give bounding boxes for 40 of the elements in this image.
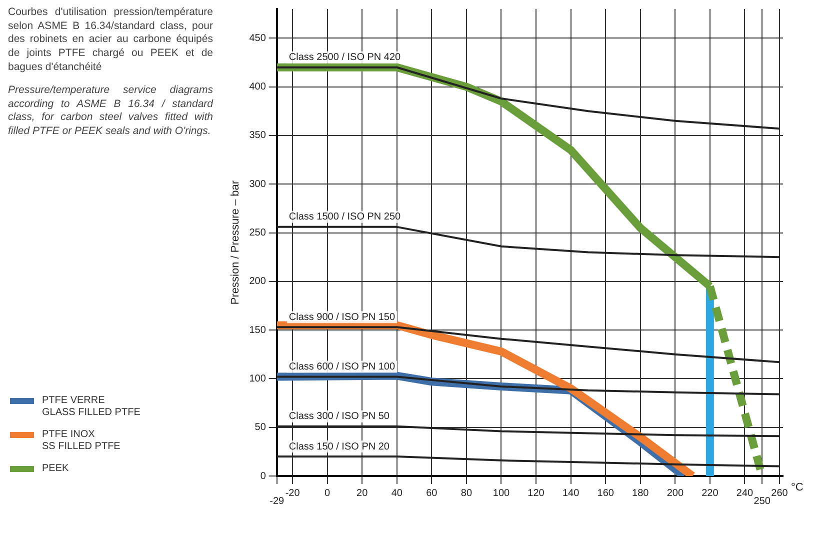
y-tick-label: 250: [249, 228, 266, 239]
series-label: Class 600 / ISO PN 100: [288, 362, 396, 373]
text: Pressure/temperature service diagrams according to ASME B 16.34 / standard class, for carbon steel valves fitted with filled PTFE or PEEK seals and with O'rings.: [8, 84, 213, 139]
text: 250: [754, 496, 771, 507]
legend-label: PTFE INOX SS FILLED PTFE: [42, 429, 120, 453]
y-tick-label: 400: [249, 82, 266, 93]
series-label: Class 900 / ISO PN 150: [288, 312, 396, 323]
x-tick-label: 200: [666, 488, 684, 499]
x-tick-label: 20: [356, 488, 368, 499]
x-tick-label: 220: [702, 488, 719, 499]
series-label: Class 300 / ISO PN 50: [288, 411, 390, 422]
y-tick-label: 300: [249, 178, 266, 190]
x-tick-label: 120: [528, 488, 545, 499]
legend-label: PEEK: [42, 463, 69, 475]
series-label: Class 2500 / ISO PN 420: [288, 52, 402, 64]
y-tick-label: 50: [254, 422, 266, 434]
x-axis-title: °C: [791, 482, 804, 494]
series-label: Class 1500 / ISO PN 250: [288, 212, 402, 223]
y-tick-label: 200: [249, 276, 266, 288]
x-tick-label: 0: [324, 488, 331, 499]
x-tick-label: -20: [285, 488, 300, 499]
x-tick-label: 60: [426, 488, 438, 499]
series-label: Class 150 / ISO PN 20: [288, 441, 390, 452]
x-tick-label: 180: [632, 488, 650, 499]
x-tick-label: 140: [562, 488, 580, 499]
y-tick-label: 450: [249, 32, 266, 44]
x-tick-label: 160: [597, 488, 614, 499]
x-tick-label: 100: [492, 488, 510, 499]
y-tick-label: 0: [260, 470, 266, 482]
y-axis-title: Pression / Pressure – bar: [230, 180, 242, 305]
x-tick-label: 40: [391, 488, 403, 499]
y-tick-label: 350: [249, 130, 266, 142]
x-tick-label: 260: [771, 488, 788, 499]
legend-label: PTFE VERRE GLASS FILLED PTFE: [42, 395, 140, 419]
x-tick-label: 80: [460, 488, 472, 499]
text: Courbes d'utilisation pression/température selon ASME B 16.34/standard class, pour des robinets en acier au carbone équipés de joints PTFE chargé ou PEEK et de bagues d'étanchéité: [8, 6, 213, 74]
x-tick-label: 240: [736, 488, 754, 499]
text: -29: [270, 496, 285, 507]
y-tick-label: 100: [249, 373, 266, 384]
y-tick-label: 150: [249, 324, 266, 336]
